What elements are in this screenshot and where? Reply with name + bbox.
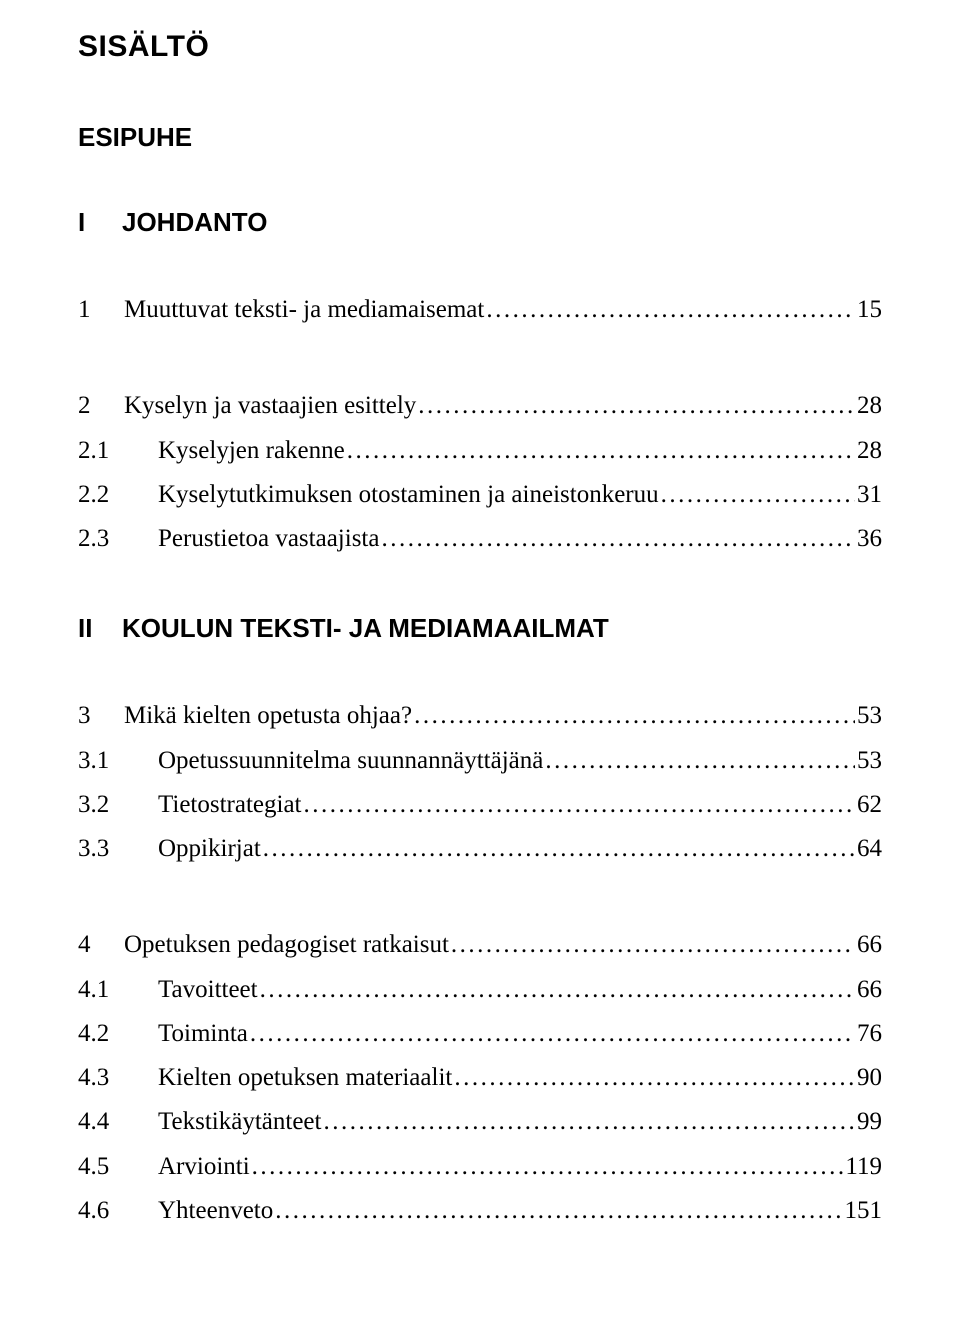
- entry-page: 31: [855, 473, 882, 517]
- dot-leader: [323, 1100, 855, 1144]
- part-number: II: [78, 613, 122, 644]
- entry-number: 1: [78, 288, 124, 332]
- entry-label: Kyselyjen rakenne: [158, 429, 345, 473]
- entry-page: 28: [855, 429, 882, 473]
- part-heading: IJOHDANTO: [78, 207, 882, 238]
- entry-page: 53: [855, 739, 882, 783]
- dot-leader: [418, 384, 855, 428]
- dot-leader: [252, 1145, 844, 1189]
- dot-leader: [486, 288, 855, 332]
- entry-page: 90: [855, 1056, 882, 1100]
- toc-subentry: 4.1 Tavoitteet 66: [78, 968, 882, 1012]
- dot-leader: [451, 923, 855, 967]
- dot-leader: [381, 517, 855, 561]
- entry-page: 76: [855, 1012, 882, 1056]
- page-title: SISÄLTÖ: [78, 30, 882, 64]
- entry-label: Opetussuunnitelma suunnannäyttäjänä: [158, 739, 543, 783]
- entry-number: 4.3: [78, 1056, 158, 1100]
- front-heading-label: ESIPUHE: [78, 122, 192, 152]
- front-heading: ESIPUHE: [78, 122, 882, 153]
- entry-label: Muuttuvat teksti- ja mediamaisemat: [124, 288, 484, 332]
- toc-entry: 2 Kyselyn ja vastaajien esittely 28: [78, 384, 882, 428]
- entry-label: Tekstikäytänteet: [158, 1100, 321, 1144]
- toc-section: 3 Mikä kielten opetusta ohjaa? 53 3.1 Op…: [78, 694, 882, 871]
- entry-label: Tavoitteet: [158, 968, 258, 1012]
- entry-page: 53: [855, 694, 882, 738]
- entry-label: Tietostrategiat: [158, 783, 302, 827]
- entry-number: 2: [78, 384, 124, 428]
- toc-subentry: 4.5 Arviointi 119: [78, 1145, 882, 1189]
- entry-label: Oppikirjat: [158, 827, 261, 871]
- toc-subentry: 3.2 Tietostrategiat 62: [78, 783, 882, 827]
- toc-subentry: 3.3 Oppikirjat 64: [78, 827, 882, 871]
- entry-number: 4.5: [78, 1145, 158, 1189]
- toc-section: 2 Kyselyn ja vastaajien esittely 28 2.1 …: [78, 384, 882, 561]
- entry-page: 36: [855, 517, 882, 561]
- toc-subentry: 2.3 Perustietoa vastaajista 36: [78, 517, 882, 561]
- toc-subentry: 2.1 Kyselyjen rakenne 28: [78, 429, 882, 473]
- toc-subentry: 2.2 Kyselytutkimuksen otostaminen ja ain…: [78, 473, 882, 517]
- toc-section: 1 Muuttuvat teksti- ja mediamaisemat 15: [78, 288, 882, 332]
- dot-leader: [347, 429, 855, 473]
- entry-number: 3.2: [78, 783, 158, 827]
- dot-leader: [260, 968, 855, 1012]
- toc-page: SISÄLTÖ ESIPUHE IJOHDANTO 1 Muuttuvat te…: [0, 0, 960, 1325]
- entry-number: 3.1: [78, 739, 158, 783]
- part-label: JOHDANTO: [122, 207, 267, 237]
- toc-entry: 3 Mikä kielten opetusta ohjaa? 53: [78, 694, 882, 738]
- entry-number: 3: [78, 694, 124, 738]
- toc-subentry: 3.1 Opetussuunnitelma suunnannäyttäjänä …: [78, 739, 882, 783]
- entry-number: 4.6: [78, 1189, 158, 1233]
- entry-number: 2.3: [78, 517, 158, 561]
- entry-label: Opetuksen pedagogiset ratkaisut: [124, 923, 449, 967]
- entry-number: 4.4: [78, 1100, 158, 1144]
- toc-subentry: 4.6 Yhteenveto 151: [78, 1189, 882, 1233]
- entry-label: Kielten opetuksen materiaalit: [158, 1056, 452, 1100]
- entry-label: Kyselytutkimuksen otostaminen ja aineist…: [158, 473, 659, 517]
- toc-section: 4 Opetuksen pedagogiset ratkaisut 66 4.1…: [78, 923, 882, 1233]
- entry-page: 151: [843, 1189, 883, 1233]
- part-heading: IIKOULUN TEKSTI- JA MEDIAMAAILMAT: [78, 613, 882, 644]
- toc-subentry: 4.3 Kielten opetuksen materiaalit 90: [78, 1056, 882, 1100]
- entry-page: 99: [855, 1100, 882, 1144]
- entry-number: 3.3: [78, 827, 158, 871]
- dot-leader: [304, 783, 855, 827]
- dot-leader: [454, 1056, 855, 1100]
- entry-number: 4.2: [78, 1012, 158, 1056]
- part-number: I: [78, 207, 122, 238]
- entry-page: 28: [855, 384, 882, 428]
- entry-number: 2.2: [78, 473, 158, 517]
- entry-label: Mikä kielten opetusta ohjaa?: [124, 694, 412, 738]
- entry-label: Kyselyn ja vastaajien esittely: [124, 384, 416, 428]
- entry-page: 64: [855, 827, 882, 871]
- entry-label: Yhteenveto: [158, 1189, 273, 1233]
- part-label: KOULUN TEKSTI- JA MEDIAMAAILMAT: [122, 613, 609, 643]
- entry-number: 2.1: [78, 429, 158, 473]
- entry-number: 4: [78, 923, 124, 967]
- dot-leader: [250, 1012, 855, 1056]
- entry-page: 66: [855, 968, 882, 1012]
- toc-entry: 4 Opetuksen pedagogiset ratkaisut 66: [78, 923, 882, 967]
- dot-leader: [414, 694, 855, 738]
- entry-page: 62: [855, 783, 882, 827]
- entry-label: Toiminta: [158, 1012, 248, 1056]
- entry-page: 66: [855, 923, 882, 967]
- entry-label: Arviointi: [158, 1145, 250, 1189]
- toc-entry: 1 Muuttuvat teksti- ja mediamaisemat 15: [78, 288, 882, 332]
- entry-number: 4.1: [78, 968, 158, 1012]
- dot-leader: [263, 827, 855, 871]
- entry-page: 15: [855, 288, 882, 332]
- toc-subentry: 4.4 Tekstikäytänteet 99: [78, 1100, 882, 1144]
- entry-page: 119: [843, 1145, 882, 1189]
- dot-leader: [275, 1189, 842, 1233]
- dot-leader: [545, 739, 855, 783]
- dot-leader: [661, 473, 855, 517]
- entry-label: Perustietoa vastaajista: [158, 517, 379, 561]
- toc-subentry: 4.2 Toiminta 76: [78, 1012, 882, 1056]
